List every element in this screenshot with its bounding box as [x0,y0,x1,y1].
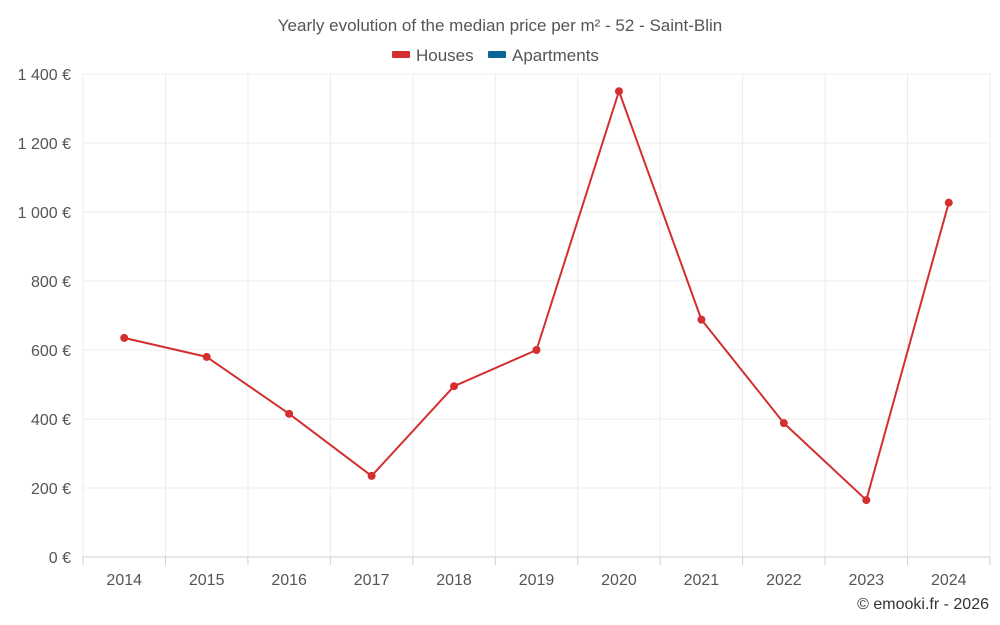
x-tick-label: 2023 [849,572,885,589]
data-point-houses-2017[interactable] [367,471,376,480]
y-tick-label: 800 € [31,274,71,291]
y-tick-label: 1 200 € [18,136,71,153]
y-tick-label: 400 € [31,412,71,429]
x-tick-label: 2015 [189,572,225,589]
x-tick-label: 2018 [436,572,472,589]
data-point-houses-2024[interactable] [944,198,953,207]
x-tick-label: 2024 [931,572,967,589]
legend-swatch-houses [392,51,410,58]
x-tick-label: 2014 [106,572,142,589]
data-point-houses-2016[interactable] [285,409,294,418]
data-point-houses-2021[interactable] [697,315,706,324]
y-tick-label: 0 € [49,550,71,567]
x-axis: 2014 2015 2016 2017 2018 2019 2020 2021 2022 2023… [82,556,991,589]
data-point-houses-2023[interactable] [862,496,871,505]
gridlines [82,73,991,557]
x-tick-label: 2022 [766,572,802,589]
credit-text: © emooki.fr - 2026 [857,596,989,613]
data-point-houses-2022[interactable] [779,419,788,428]
legend-swatch-apartments [488,51,506,58]
x-tick-label: 2021 [684,572,720,589]
chart-title: Yearly evolution of the median price per… [278,16,722,35]
y-axis: 0 € 200 € 400 € 600 € 800 € 1 000 € 1 200 € 1 4… [18,67,71,567]
x-tick-label: 2016 [271,572,307,589]
data-point-houses-2018[interactable] [450,382,459,391]
y-tick-label: 600 € [31,343,71,360]
legend-item-apartments[interactable]: Apartments [488,46,599,65]
y-tick-label: 1 400 € [18,67,71,84]
data-point-houses-2019[interactable] [532,346,541,354]
x-tick-label: 2020 [601,572,637,589]
y-tick-label: 200 € [31,481,71,498]
legend: Houses Apartments [392,46,599,65]
series-houses [120,87,953,505]
data-point-houses-2014[interactable] [120,333,129,342]
x-tick-label: 2017 [354,572,390,589]
legend-label-apartments: Apartments [512,46,599,65]
legend-label-houses: Houses [416,46,474,65]
x-tick-label: 2019 [519,572,555,589]
legend-item-houses[interactable]: Houses [392,46,474,65]
y-tick-label: 1 000 € [18,205,71,222]
data-point-houses-2015[interactable] [202,352,211,361]
data-point-houses-2020[interactable] [614,87,623,96]
